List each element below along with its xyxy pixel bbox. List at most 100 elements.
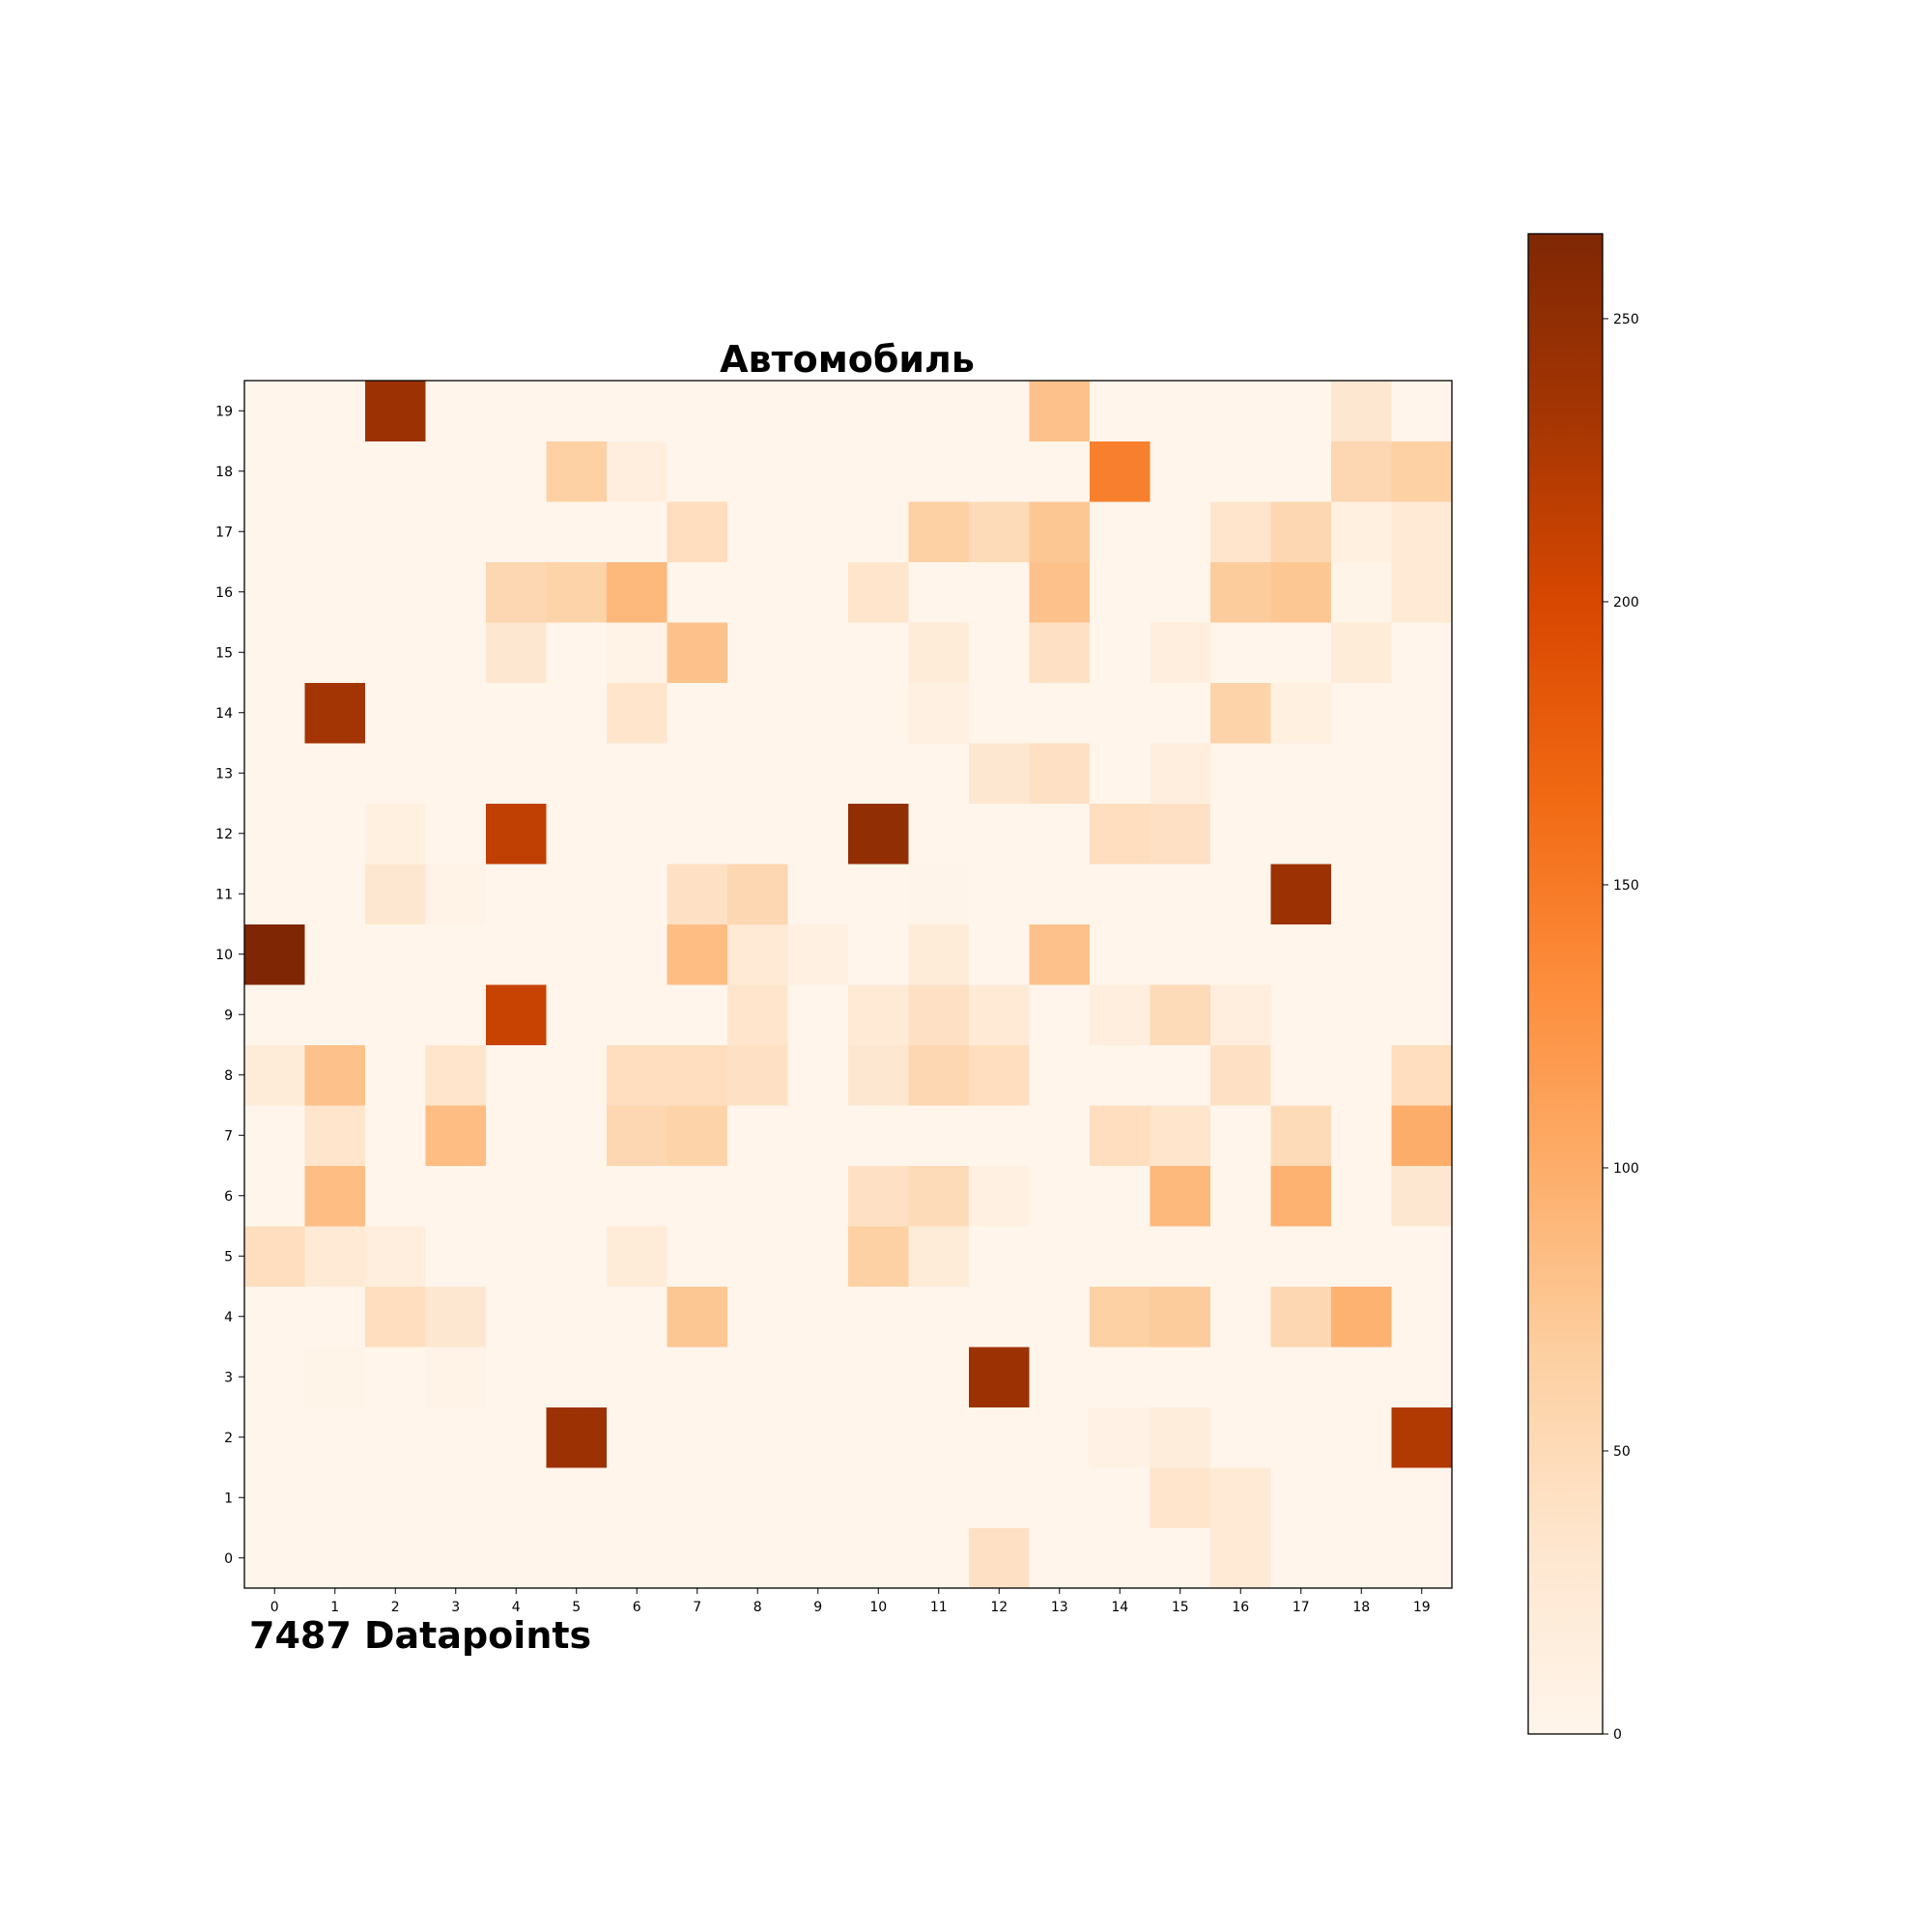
heatmap-cell-r0-c1 [304, 1527, 366, 1589]
heatmap-cell-r6-c5 [546, 1165, 608, 1227]
y-tick-label: 7 [224, 1128, 233, 1144]
heatmap-cell-r4-c17 [1270, 1286, 1332, 1348]
heatmap-cell-r14-c18 [1331, 682, 1392, 744]
heatmap-cell-r4-c11 [908, 1286, 970, 1348]
heatmap-cell-r3-c9 [787, 1347, 849, 1407]
heatmap-cell-r14-c17 [1270, 682, 1332, 744]
heatmap-cell-r3-c0 [244, 1347, 305, 1407]
heatmap-cell-r0-c4 [486, 1527, 547, 1589]
heatmap-cell-r11-c4 [486, 864, 547, 924]
heatmap-cell-r17-c2 [365, 501, 426, 562]
heatmap-cell-r4-c13 [1029, 1286, 1091, 1348]
heatmap-cell-r19-c8 [727, 381, 788, 441]
heatmap-cell-r14-c2 [365, 682, 426, 744]
heatmap-cell-r9-c13 [1029, 984, 1091, 1045]
heatmap-cell-r2-c5 [546, 1406, 608, 1468]
heatmap-cell-r14-c9 [787, 682, 849, 744]
heatmap-cell-r10-c18 [1331, 923, 1392, 985]
heatmap-cell-r4-c4 [486, 1286, 547, 1348]
y-tick-label: 13 [215, 766, 233, 781]
heatmap-cell-r2-c8 [727, 1406, 788, 1468]
heatmap-cell-r14-c0 [244, 682, 305, 744]
heatmap-cell-r12-c9 [787, 803, 849, 865]
heatmap-cell-r9-c17 [1270, 984, 1332, 1045]
heatmap-cell-r10-c14 [1090, 923, 1151, 985]
heatmap-cell-r2-c4 [486, 1406, 547, 1468]
heatmap-cell-r9-c14 [1090, 984, 1151, 1045]
heatmap-cell-r10-c4 [486, 923, 547, 985]
heatmap-cell-r1-c15 [1150, 1467, 1211, 1528]
x-tick-label: 16 [1232, 1600, 1249, 1615]
heatmap-cell-r15-c9 [787, 622, 849, 683]
heatmap-cell-r15-c14 [1090, 622, 1151, 683]
heatmap-cell-r16-c2 [365, 561, 426, 623]
heatmap-cell-r1-c4 [486, 1467, 547, 1528]
heatmap-cell-r13-c10 [848, 743, 909, 804]
x-tick-label: 19 [1413, 1600, 1431, 1615]
heatmap-cell-r12-c12 [969, 803, 1030, 865]
heatmap-cell-r2-c14 [1090, 1406, 1151, 1468]
heatmap-cell-r3-c1 [304, 1347, 366, 1407]
x-tick-label: 5 [572, 1600, 581, 1615]
heatmap-cell-r16-c18 [1331, 561, 1392, 623]
heatmap-cell-r5-c8 [727, 1226, 788, 1287]
heatmap-cell-r9-c5 [546, 984, 608, 1045]
x-axis: 0 1 2 3 4 5 6 7 8 9 10 11 12 13 14 15 16 17 18 19 [270, 1588, 1431, 1615]
heatmap-cell-r5-c1 [304, 1226, 366, 1287]
heatmap-cell-r6-c3 [425, 1165, 487, 1227]
heatmap-cell-r8-c1 [304, 1044, 366, 1106]
heatmap-cell-r2-c10 [848, 1406, 909, 1468]
heatmap-cell-r17-c3 [425, 501, 487, 562]
heatmap-cell-r18-c15 [1150, 440, 1211, 502]
heatmap-cell-r7-c17 [1270, 1105, 1332, 1166]
heatmap-cell-r0-c17 [1270, 1527, 1332, 1589]
y-tick-label: 2 [224, 1431, 233, 1446]
colorbar-tick-label: 0 [1613, 1727, 1622, 1743]
heatmap-cell-r11-c15 [1150, 864, 1211, 924]
heatmap-cell-r18-c18 [1331, 440, 1392, 502]
heatmap-cell-r17-c0 [244, 501, 305, 562]
y-tick-label: 6 [224, 1189, 233, 1205]
heatmap-cell-r9-c7 [667, 984, 728, 1045]
heatmap-cell-r9-c9 [787, 984, 849, 1045]
heatmap-cell-r17-c6 [607, 501, 668, 562]
heatmap-cell-r8-c16 [1210, 1044, 1271, 1106]
heatmap-cell-r13-c12 [969, 743, 1030, 804]
heatmap-cell-r7-c18 [1331, 1105, 1392, 1166]
heatmap-cell-r8-c18 [1331, 1044, 1392, 1106]
heatmap-cell-r6-c17 [1270, 1165, 1332, 1227]
heatmap-cell-r19-c3 [425, 381, 487, 441]
heatmap-cell-r0-c6 [607, 1527, 668, 1589]
heatmap-cell-r4-c7 [667, 1286, 728, 1348]
heatmap-cell-r5-c15 [1150, 1226, 1211, 1287]
y-tick-label: 14 [215, 706, 233, 722]
heatmap-cell-r9-c18 [1331, 984, 1392, 1045]
heatmap-cell-r5-c19 [1391, 1226, 1453, 1287]
heatmap-cell-r1-c17 [1270, 1467, 1332, 1528]
y-tick-label: 16 [215, 585, 233, 601]
heatmap-cell-r11-c1 [304, 864, 366, 924]
heatmap-cell-r19-c2 [365, 381, 426, 441]
heatmap-cell-r6-c4 [486, 1165, 547, 1227]
heatmap-cell-r13-c0 [244, 743, 305, 804]
heatmap-cell-r8-c7 [667, 1044, 728, 1106]
heatmap-cell-r2-c18 [1331, 1406, 1392, 1468]
heatmap-cell-r3-c11 [908, 1347, 970, 1407]
heatmap-cell-r9-c0 [244, 984, 305, 1045]
heatmap-cell-r4-c10 [848, 1286, 909, 1348]
heatmap-cell-r11-c6 [607, 864, 668, 924]
heatmap-cell-r19-c16 [1210, 381, 1271, 441]
heatmap-cell-r13-c1 [304, 743, 366, 804]
heatmap-cell-r14-c11 [908, 682, 970, 744]
heatmap-cell-r9-c8 [727, 984, 788, 1045]
y-tick-label: 1 [224, 1491, 233, 1506]
heatmap-cell-r10-c17 [1270, 923, 1332, 985]
heatmap-cell-r11-c13 [1029, 864, 1091, 924]
heatmap-cell-r2-c11 [908, 1406, 970, 1468]
heatmap-cell-r17-c4 [486, 501, 547, 562]
heatmap-cell-r11-c18 [1331, 864, 1392, 924]
heatmap-cell-r11-c17 [1270, 864, 1332, 924]
heatmap-cell-r6-c14 [1090, 1165, 1151, 1227]
heatmap-cell-r4-c16 [1210, 1286, 1271, 1348]
heatmap-cell-r7-c14 [1090, 1105, 1151, 1166]
